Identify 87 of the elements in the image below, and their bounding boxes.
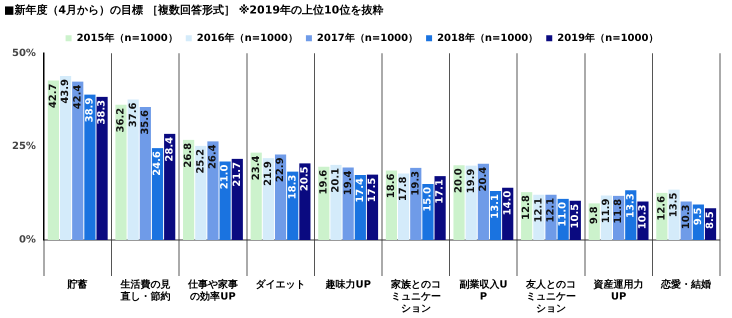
text: 23.4 <box>250 156 262 180</box>
bar <box>128 100 139 240</box>
bar <box>250 152 262 240</box>
text: 22.9 <box>275 157 286 182</box>
y-tick-label: 25% <box>12 141 36 152</box>
legend-label: 2017年（n=1000） <box>316 32 418 44</box>
text: 17.5 <box>367 178 378 202</box>
text: 26.8 <box>183 142 194 168</box>
text: 14.0 <box>502 190 514 216</box>
text: 10.5 <box>570 204 581 228</box>
text: 12.6 <box>656 196 668 221</box>
text: 36.2 <box>116 108 127 132</box>
text: 21.7 <box>232 162 243 187</box>
bar <box>466 166 477 240</box>
text: 17.8 <box>398 176 410 202</box>
text: 11.0 <box>558 202 569 227</box>
legend-label: 2019年（n=1000） <box>557 32 658 44</box>
bar <box>232 158 243 240</box>
text: 18.3 <box>287 174 298 200</box>
text: 20.5 <box>299 166 310 192</box>
text: 11.8 <box>613 198 624 224</box>
x-tick-label: 生活費の見直し・節約 <box>119 278 170 303</box>
text: 35.6 <box>140 110 151 135</box>
text: 10.3 <box>638 204 649 230</box>
bar <box>115 104 127 240</box>
text: 19.6 <box>318 170 330 194</box>
text: 37.6 <box>128 102 139 128</box>
x-tick-label: 貯蓄 <box>66 278 88 291</box>
bar <box>164 134 176 240</box>
bar <box>318 166 330 240</box>
bar <box>354 174 366 240</box>
x-tick-label: 資産運用力UP <box>592 278 644 303</box>
text: 19.3 <box>410 170 422 196</box>
bar <box>60 76 72 240</box>
text: 21.9 <box>262 161 274 186</box>
y-tick-label: 0% <box>18 234 36 246</box>
bar <box>72 82 84 240</box>
legend-label: 2015年（n=1000） <box>76 32 178 44</box>
bar <box>342 168 354 240</box>
text: 10.3 <box>680 204 692 230</box>
text: 20.0 <box>454 168 465 193</box>
x-tick-label: 趣味力UP <box>324 278 371 291</box>
text: 13.5 <box>668 192 680 218</box>
text: 38.3 <box>96 100 108 125</box>
text: 8.5 <box>705 211 716 229</box>
text: 43.9 <box>60 78 72 104</box>
text: 17.4 <box>354 178 366 203</box>
text: 28.4 <box>164 136 176 162</box>
bar <box>195 146 206 240</box>
text: 42.7 <box>48 83 59 108</box>
bar <box>48 80 59 240</box>
legend-label: 2016年（n=1000） <box>196 32 298 44</box>
bar <box>287 172 298 240</box>
text: 17.1 <box>434 179 446 204</box>
bar <box>410 168 422 240</box>
text: 25.2 <box>195 148 206 174</box>
x-tick-label: 仕事や家事の効率UP <box>186 278 238 303</box>
text: 9.8 <box>588 206 600 224</box>
x-tick-label: 家族とのコミュニケーション <box>390 278 441 315</box>
text: 21.0 <box>220 164 231 190</box>
text: 20.1 <box>330 168 342 193</box>
x-tick-label: 副業収入UP <box>459 278 508 303</box>
text: 18.6 <box>386 174 398 198</box>
text: 15.0 <box>422 186 434 212</box>
text: 12.8 <box>521 195 532 220</box>
bar <box>96 96 108 240</box>
text: 26.4 <box>208 144 219 170</box>
text: 42.4 <box>72 84 84 110</box>
bar <box>140 107 151 240</box>
legend-label: 2018年（n=1000） <box>437 32 538 44</box>
x-tick-label: 恋愛・結婚 <box>660 278 712 291</box>
text: 13.3 <box>625 193 636 218</box>
text: 12.1 <box>533 198 544 222</box>
text: 20.4 <box>478 166 489 192</box>
x-tick-label: ダイエット <box>256 278 306 291</box>
text: 9.5 <box>692 208 704 226</box>
chart-title: ■新年度（4月から）の目標 ［複数回答形式］ ※2019年の上位10位を抜粋 <box>4 3 384 16</box>
text: 12.1 <box>546 198 557 222</box>
y-tick-label: 50% <box>12 48 36 59</box>
text: 13.1 <box>490 194 502 219</box>
x-tick-label: 友人とのコミュニケーション <box>524 278 576 315</box>
text: 11.9 <box>601 198 612 224</box>
text: 19.9 <box>466 168 477 194</box>
text: 38.9 <box>84 98 96 122</box>
bar <box>84 94 96 240</box>
text: 24.6 <box>152 151 164 176</box>
text: 19.4 <box>342 170 354 196</box>
